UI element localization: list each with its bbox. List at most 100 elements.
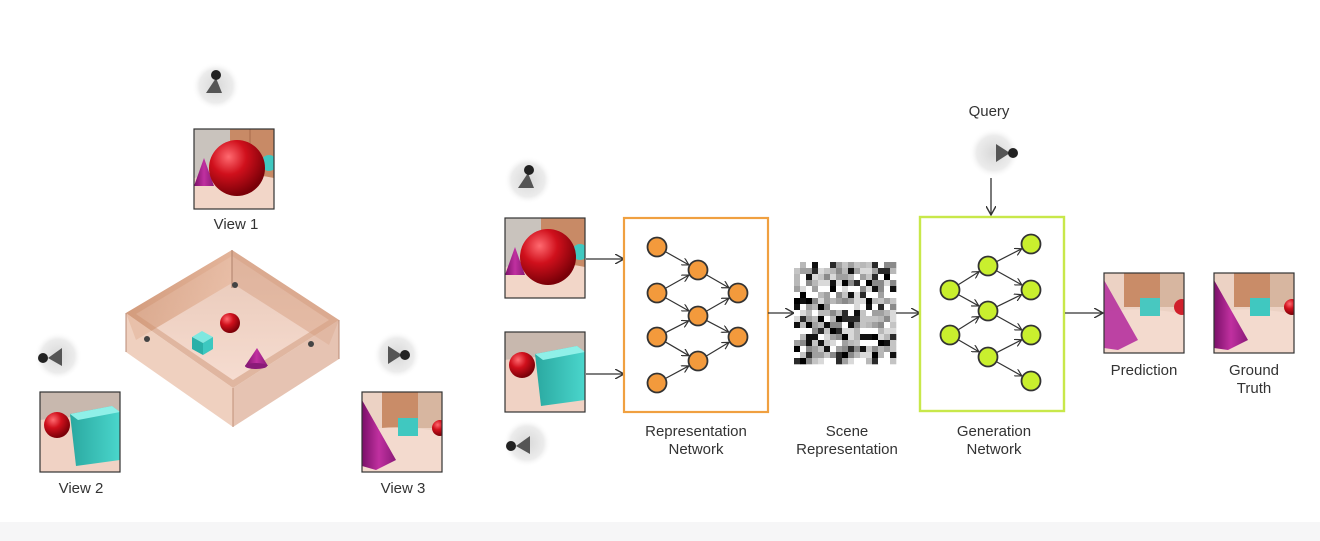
scene-representation-label-2: Representation — [796, 441, 898, 458]
scene-cell — [806, 268, 813, 275]
scene-cell — [806, 358, 813, 365]
scene-cell — [872, 310, 879, 317]
scene-representation-grid — [794, 262, 897, 365]
scene-cell — [818, 268, 825, 275]
scene-cell — [884, 334, 891, 341]
scene-cell — [830, 346, 837, 353]
scene-cell — [830, 262, 837, 269]
scene-cell — [818, 304, 825, 311]
scene-cell — [836, 292, 843, 299]
scene-cell — [890, 262, 897, 269]
input-image-1 — [504, 217, 586, 299]
scene-cell — [866, 262, 873, 269]
network-node — [939, 324, 961, 346]
scene-cell — [830, 274, 837, 281]
scene-cell — [812, 268, 819, 275]
scene-cell — [830, 316, 837, 323]
scene-cell — [884, 298, 891, 305]
scene-cell — [836, 358, 843, 365]
scene-cell — [878, 262, 885, 269]
scene-representation-label-1: Scene — [826, 423, 869, 440]
scene-cell — [806, 304, 813, 311]
scene-cell — [842, 304, 849, 311]
scene-cell — [818, 286, 825, 293]
scene-cell — [890, 334, 897, 341]
camera-view2 — [34, 332, 82, 380]
scene-cell — [794, 328, 801, 335]
scene-cell — [872, 346, 879, 353]
scene-cell — [812, 340, 819, 347]
scene-cell — [794, 346, 801, 353]
scene-cell — [890, 280, 897, 287]
scene-cell — [836, 316, 843, 323]
scene-cell — [860, 316, 867, 323]
camera-view3 — [373, 331, 421, 379]
ground-truth-label-1: Ground — [1229, 362, 1279, 379]
scene-cell — [866, 340, 873, 347]
network-edge — [957, 272, 979, 286]
scene-cell — [854, 274, 861, 281]
scene-cell — [872, 298, 879, 305]
scene-cell — [866, 346, 873, 353]
scene-cell — [800, 280, 807, 287]
scene-cell — [824, 346, 831, 353]
camera-icon — [996, 144, 1018, 162]
scene-cell — [824, 334, 831, 341]
network-edge — [705, 298, 729, 312]
scene-cell — [848, 310, 855, 317]
scene-cell — [878, 316, 885, 323]
scene-cell — [812, 262, 819, 269]
network-edge — [664, 341, 689, 356]
scene-cell — [824, 358, 831, 365]
view3-label: View 3 — [381, 480, 426, 497]
camera-query — [969, 128, 1019, 178]
scene-cell — [854, 358, 861, 365]
network-node — [687, 259, 709, 281]
scene-cell — [884, 340, 891, 347]
scene-cell — [836, 340, 843, 347]
scene-cell — [890, 358, 897, 365]
scene-cell — [878, 346, 885, 353]
scene-cell — [824, 292, 831, 299]
scene-cell — [884, 352, 891, 359]
scene-cell — [872, 340, 879, 347]
network-node — [727, 326, 749, 348]
bottom-strip — [0, 522, 1320, 541]
scene-cell — [794, 286, 801, 293]
scene-cell — [878, 286, 885, 293]
scene-cell — [842, 328, 849, 335]
network-edge — [957, 317, 979, 331]
camera-icon — [506, 436, 530, 454]
room-cube — [192, 331, 213, 355]
scene-cell — [824, 352, 831, 359]
scene-cell — [818, 316, 825, 323]
scene-cell — [836, 286, 843, 293]
scene-cell — [824, 316, 831, 323]
network-edge — [705, 274, 729, 288]
scene-cell — [806, 298, 813, 305]
scene-cell — [836, 352, 843, 359]
scene-cell — [860, 328, 867, 335]
scene-cell — [860, 322, 867, 329]
scene-cell — [824, 262, 831, 269]
scene-cell — [848, 322, 855, 329]
scene-cell — [848, 268, 855, 275]
scene-cell — [794, 340, 801, 347]
ground-truth-image — [1213, 272, 1295, 354]
scene-cell — [854, 316, 861, 323]
scene-cell — [890, 274, 897, 281]
scene-cell — [836, 268, 843, 275]
scene-cell — [890, 352, 897, 359]
scene-cell — [848, 286, 855, 293]
scene-cell — [866, 358, 873, 365]
generation-network-label-1: Generation — [957, 423, 1031, 440]
scene-cell — [842, 334, 849, 341]
scene-cell — [836, 274, 843, 281]
scene-cell — [848, 298, 855, 305]
scene-cell — [854, 346, 861, 353]
scene-cell — [794, 358, 801, 365]
scene-cell — [866, 280, 873, 287]
scene-cell — [860, 310, 867, 317]
scene-cell — [794, 280, 801, 287]
scene-cell — [818, 358, 825, 365]
